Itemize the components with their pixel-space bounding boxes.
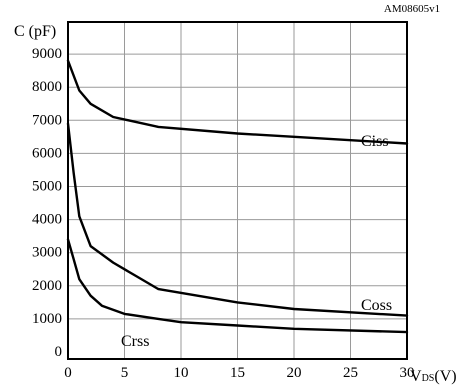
- y-tick-label: 9000: [32, 46, 62, 62]
- y-tick-label: 8000: [32, 79, 62, 95]
- x-tick-label: 30: [400, 365, 415, 381]
- series-line-coss: [66, 122, 409, 317]
- x-axis-label-unit: (V): [434, 368, 456, 385]
- y-tick-label: 7000: [32, 112, 62, 128]
- x-tick-label: 0: [64, 365, 72, 381]
- y-axis-label: C (pF): [14, 23, 56, 40]
- y-tick-label: 0: [55, 344, 63, 360]
- plot-frame: [67, 21, 408, 360]
- y-tick-label: 1000: [32, 311, 62, 327]
- series-label-crss: Crss: [121, 333, 149, 350]
- y-tick-label: 5000: [32, 179, 62, 195]
- x-tick-label: 5: [121, 365, 129, 381]
- chart-code: AM08605v1: [384, 3, 440, 15]
- series-line-ciss: [66, 59, 409, 145]
- series-label-coss: Coss: [361, 297, 392, 314]
- axis-ticks: 0 5 10 15 20 25 30 0 1000 2000 3000 4000 5000 6000 700…: [32, 46, 415, 381]
- x-axis-label-main: V: [410, 368, 422, 385]
- y-tick-label: 3000: [32, 245, 62, 261]
- grid: [68, 22, 407, 359]
- y-tick-label: 2000: [32, 278, 62, 294]
- x-axis-label: VDS(V): [410, 368, 457, 385]
- y-tick-label: 4000: [32, 212, 62, 228]
- series-group: [66, 59, 409, 334]
- y-tick-label: 6000: [32, 145, 62, 161]
- x-axis-label-sub: DS: [422, 373, 435, 384]
- series-label-ciss: Ciss: [361, 133, 389, 150]
- x-tick-label: 25: [343, 365, 358, 381]
- x-tick-label: 20: [287, 365, 302, 381]
- x-tick-label: 15: [230, 365, 245, 381]
- series-line-crss: [66, 238, 409, 334]
- x-tick-label: 10: [174, 365, 189, 381]
